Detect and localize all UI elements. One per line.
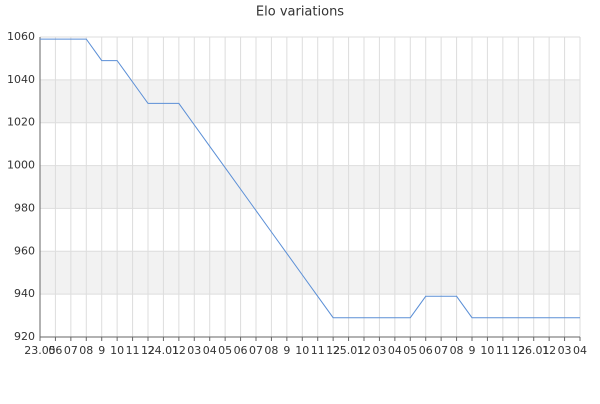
line bbox=[40, 38, 580, 319]
x-tick-label: 03 bbox=[372, 344, 386, 357]
x-tick-label: 07 bbox=[434, 344, 448, 357]
x-tick-label: 9 bbox=[283, 344, 290, 357]
x-tick-label: 03 bbox=[558, 344, 572, 357]
x-tick-label: 11 bbox=[126, 344, 140, 357]
x-tick-label: 25.01 bbox=[333, 344, 365, 357]
x-tick-label: 11 bbox=[496, 344, 510, 357]
chart-title: Elo variations bbox=[256, 5, 344, 20]
x-tick-label: 12 bbox=[357, 344, 371, 357]
y-tick-label: 940 bbox=[14, 287, 35, 300]
grid-band bbox=[40, 251, 580, 295]
y-tick-label: 920 bbox=[14, 330, 35, 343]
x-tick-label: 9 bbox=[469, 344, 476, 357]
x-tick-label: 12 bbox=[326, 344, 340, 357]
y-tick-label: 1020 bbox=[7, 116, 35, 129]
x-tick-label: 08 bbox=[450, 344, 464, 357]
x-tick-label: 07 bbox=[64, 344, 78, 357]
x-tick-label: 05 bbox=[403, 344, 417, 357]
x-tick-label: 12 bbox=[511, 344, 525, 357]
x-tick-label: 23.05 bbox=[24, 344, 56, 357]
x-tick-label: 12 bbox=[141, 344, 155, 357]
y-tick-label: 1060 bbox=[7, 30, 35, 43]
y-tick-label: 980 bbox=[14, 201, 35, 214]
x-tick-label: 05 bbox=[218, 344, 232, 357]
x-tick-label: 10 bbox=[480, 344, 494, 357]
x-tick-label: 9 bbox=[98, 344, 105, 357]
x-tick-label: 10 bbox=[295, 344, 309, 357]
x-tick-label: 24.01 bbox=[148, 344, 180, 357]
y-tick-label: 1000 bbox=[7, 159, 35, 172]
x-tick-label: 12 bbox=[172, 344, 186, 357]
grid-band bbox=[40, 79, 580, 123]
x-tick-label: 06 bbox=[48, 344, 62, 357]
x-tick-label: 04 bbox=[203, 344, 217, 357]
x-tick-label: 07 bbox=[249, 344, 263, 357]
y-tick-label: 1040 bbox=[7, 73, 35, 86]
x-tick-label: 06 bbox=[419, 344, 433, 357]
x-tick-label: 04 bbox=[573, 344, 587, 357]
y-tick-label: 960 bbox=[14, 244, 35, 257]
x-tick-label: 06 bbox=[234, 344, 248, 357]
x-tick-label: 12 bbox=[542, 344, 556, 357]
x-tick-label: 04 bbox=[388, 344, 402, 357]
grid-band bbox=[40, 165, 580, 209]
x-tick-label: 11 bbox=[311, 344, 325, 357]
x-tick-label: 08 bbox=[79, 344, 93, 357]
x-tick-label: 26.01 bbox=[518, 344, 550, 357]
x-tick-label: 03 bbox=[187, 344, 201, 357]
x-tick-label: 10 bbox=[110, 344, 124, 357]
x-tick-label: 08 bbox=[264, 344, 278, 357]
